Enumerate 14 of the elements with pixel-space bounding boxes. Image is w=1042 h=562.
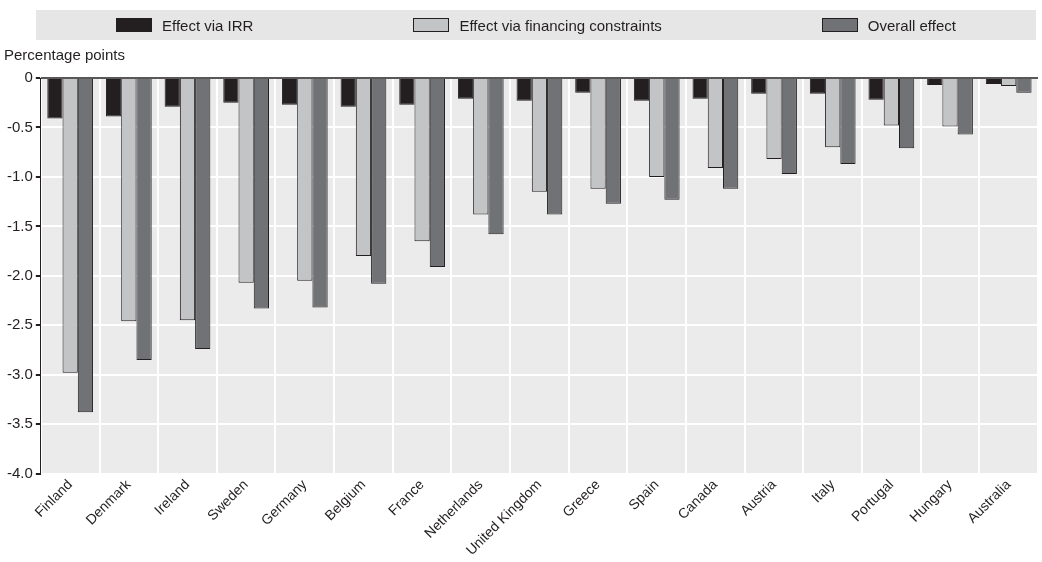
legend-label: Effect via financing constraints	[459, 16, 662, 34]
y-tick-label: -2.0	[6, 265, 33, 283]
y-tick-label: -3.0	[6, 364, 33, 382]
y-tick-label: -0.5	[6, 117, 33, 135]
x-tick-label: Italy	[808, 476, 838, 506]
y-tick-label: -3.5	[6, 414, 33, 432]
y-tick-label: -1.0	[6, 167, 33, 185]
y-tick-label: -1.5	[6, 216, 33, 234]
y-axis-title: Percentage points	[4, 46, 125, 63]
legend-label: Overall effect	[867, 16, 956, 34]
y-tick-label: -2.5	[6, 315, 33, 333]
y-tick-label: 0	[24, 68, 33, 86]
y-tick-label: -4.0	[6, 463, 33, 481]
legend-label: Effect via IRR	[162, 16, 254, 34]
